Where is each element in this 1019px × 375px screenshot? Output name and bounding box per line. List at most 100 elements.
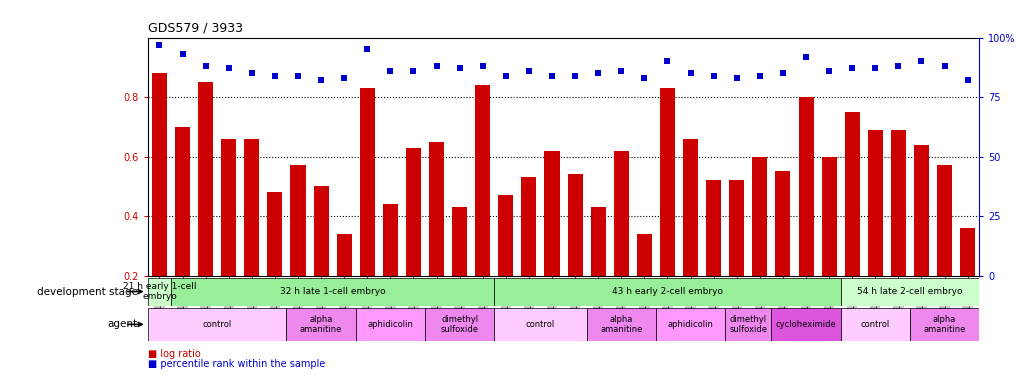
Bar [286,308,356,341]
Bar [494,278,840,306]
Bar [425,308,494,341]
Bar [521,177,536,276]
Bar [245,139,259,276]
Point [335,75,352,81]
Bar [590,207,605,276]
Point [774,70,791,76]
Text: 21 h early 1-cell
embryo: 21 h early 1-cell embryo [122,282,196,301]
Point [289,73,306,79]
Bar [360,88,374,276]
Point [151,42,167,48]
Bar [890,130,905,276]
Bar [798,97,813,276]
Bar [313,186,328,276]
Point [890,63,906,69]
Text: agent: agent [107,320,138,329]
Bar [148,308,286,341]
Point [705,73,721,79]
Bar [752,157,766,276]
Text: ■ percentile rank within the sample: ■ percentile rank within the sample [148,359,325,369]
Text: control: control [860,320,889,329]
Bar [959,228,974,276]
Point [428,63,444,69]
Point [174,51,191,57]
Point [382,68,398,74]
Point [359,46,375,53]
Bar [475,85,490,276]
Text: aphidicolin: aphidicolin [367,320,413,329]
Bar [820,157,836,276]
Point [313,77,329,83]
Text: alpha
amanitine: alpha amanitine [300,315,342,334]
Bar [705,180,720,276]
Bar [613,151,628,276]
Bar [909,308,978,341]
Text: GDS579 / 3933: GDS579 / 3933 [148,22,243,35]
Text: control: control [526,320,554,329]
Bar [152,73,167,276]
Bar [356,308,425,341]
Text: alpha
amanitine: alpha amanitine [922,315,965,334]
Text: ■ log ratio: ■ log ratio [148,350,201,359]
Bar [171,278,494,306]
Bar [429,142,443,276]
Bar [936,165,951,276]
Bar [725,308,770,341]
Point [244,70,260,76]
Text: 32 h late 1-cell embryo: 32 h late 1-cell embryo [279,287,385,296]
Bar [382,204,397,276]
Point [612,68,629,74]
Point [797,54,813,60]
Point [567,73,583,79]
Point [658,58,675,64]
Point [728,75,744,81]
Point [198,63,214,69]
Point [220,66,236,72]
Bar [451,207,467,276]
Text: aphidicolin: aphidicolin [667,320,713,329]
Bar [774,171,790,276]
Bar [336,234,352,276]
Bar [655,308,725,341]
Point [636,75,652,81]
Bar [659,88,675,276]
Point [521,68,537,74]
Bar [148,278,171,306]
Bar [221,139,236,276]
Point [543,73,559,79]
Bar [406,148,421,276]
Point [589,70,605,76]
Bar [840,278,978,306]
Point [820,68,837,74]
Bar [175,127,190,276]
Point [959,77,975,83]
Point [497,73,514,79]
Bar [267,192,282,276]
Point [405,68,421,74]
Text: control: control [203,320,231,329]
Bar [567,174,582,276]
Bar [844,112,859,276]
Bar [867,130,881,276]
Bar [636,234,651,276]
Point [474,63,490,69]
Text: 43 h early 2-cell embryo: 43 h early 2-cell embryo [611,287,722,296]
Point [866,66,882,72]
Bar [290,165,306,276]
Text: dimethyl
sulfoxide: dimethyl sulfoxide [729,315,766,334]
Bar [498,195,513,276]
Text: development stage: development stage [37,286,138,297]
Bar [913,145,928,276]
Point [843,66,859,72]
Point [451,66,468,72]
Text: alpha
amanitine: alpha amanitine [599,315,642,334]
Bar [198,82,213,276]
Point [682,70,698,76]
Point [912,58,928,64]
Bar [683,139,697,276]
Bar [494,308,586,341]
Point [267,73,283,79]
Bar [544,151,559,276]
Text: 54 h late 2-cell embryo: 54 h late 2-cell embryo [856,287,962,296]
Point [935,63,952,69]
